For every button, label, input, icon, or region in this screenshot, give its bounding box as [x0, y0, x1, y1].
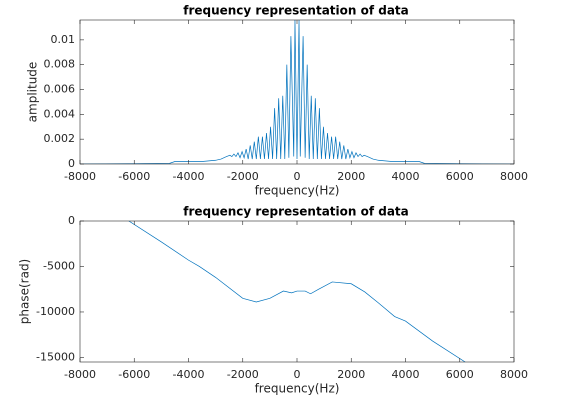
y-tick-label: 0.008	[44, 58, 76, 71]
y-tick-label: 0.002	[44, 132, 76, 145]
chart-title: frequency representation of data	[183, 4, 409, 18]
x-tick-label: -2000	[227, 368, 259, 381]
x-tick-label: 6000	[446, 170, 474, 183]
data-line	[128, 221, 466, 362]
y-tick-label: -10000	[36, 305, 75, 318]
y-tick-label: 0	[68, 157, 75, 170]
x-tick-label: 4000	[392, 368, 420, 381]
x-tick-label: 0	[294, 170, 301, 183]
x-tick-label: 2000	[337, 170, 365, 183]
y-tick-label: 0.006	[44, 83, 76, 96]
y-tick-label: -15000	[36, 350, 75, 363]
y-axis-label: phase(rad)	[18, 259, 32, 324]
x-tick-label: -6000	[118, 170, 150, 183]
x-tick-label: 6000	[446, 368, 474, 381]
x-tick-label: -8000	[64, 368, 96, 381]
x-axis-label: frequency(Hz)	[255, 382, 340, 396]
axes-background	[80, 221, 514, 362]
x-tick-label: -4000	[173, 368, 205, 381]
x-tick-label: -4000	[173, 170, 205, 183]
y-tick-label: 0.01	[51, 33, 76, 46]
y-tick-label: 0	[68, 214, 75, 227]
chart-title: frequency representation of data	[183, 205, 409, 219]
y-tick-label: 0.004	[44, 107, 76, 120]
x-tick-label: -2000	[227, 170, 259, 183]
data-line	[80, 20, 514, 164]
x-tick-label: -6000	[118, 368, 150, 381]
x-axis-label: frequency(Hz)	[255, 184, 340, 198]
x-tick-label: 4000	[392, 170, 420, 183]
x-tick-label: 2000	[337, 368, 365, 381]
x-tick-label: 8000	[500, 170, 528, 183]
y-axis-label: amplitude	[26, 62, 40, 123]
x-tick-label: 8000	[500, 368, 528, 381]
x-tick-label: -8000	[64, 170, 96, 183]
y-tick-label: -5000	[43, 259, 75, 272]
x-tick-label: 0	[294, 368, 301, 381]
